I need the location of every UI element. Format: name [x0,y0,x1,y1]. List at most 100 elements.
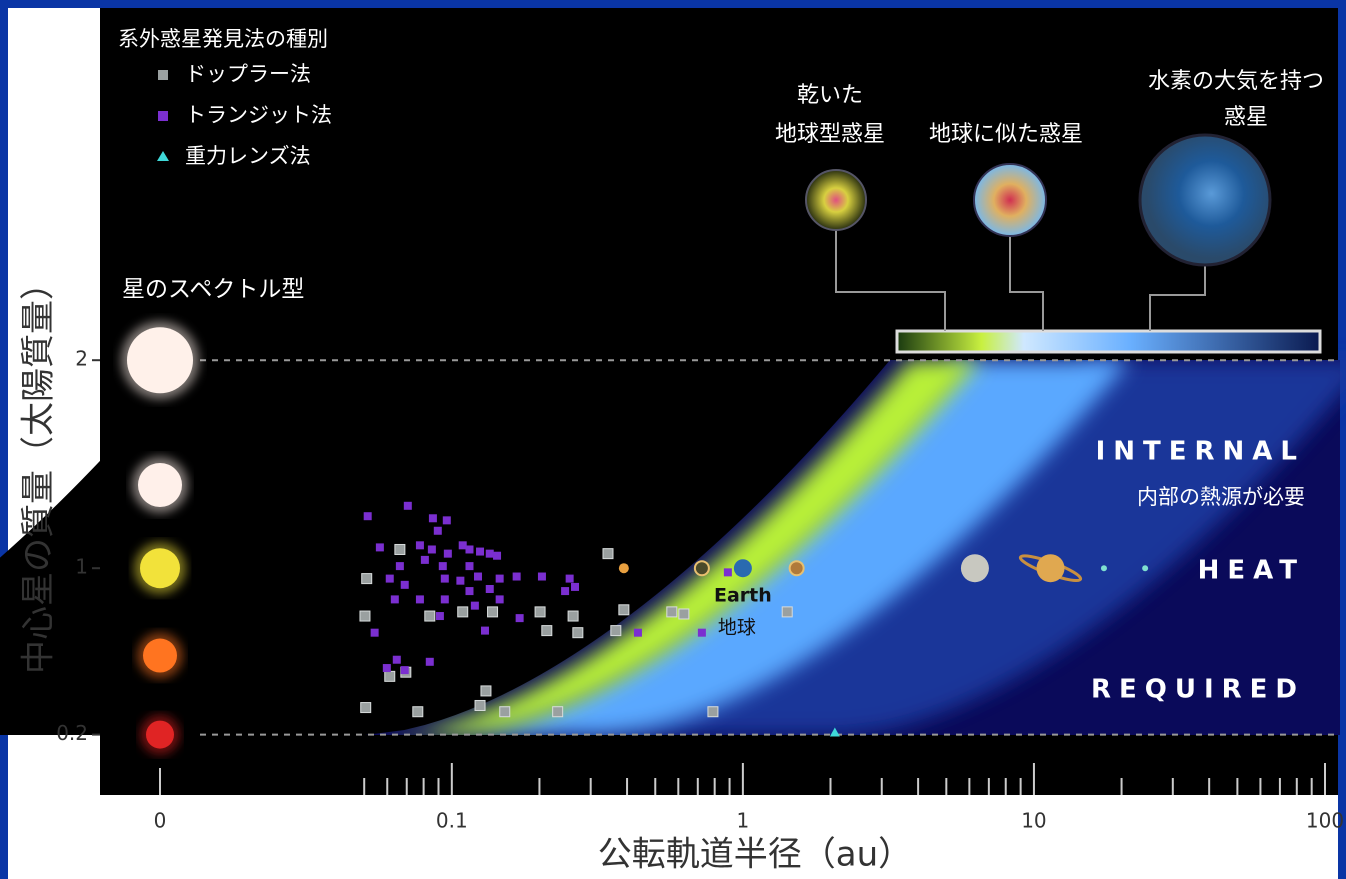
point [363,512,372,521]
planet [618,563,629,574]
point [427,545,436,554]
y-axis-label: 中心星の質量（太陽質量） [19,266,59,674]
point [515,614,524,623]
point [395,562,404,571]
y-tick-label: 1 [75,555,88,579]
point [433,526,442,535]
point [697,628,706,637]
point [428,514,437,523]
point [443,549,452,558]
point [781,606,793,618]
point [561,587,570,596]
annotation: 内部の熱源が必要 [1137,485,1305,509]
point [618,604,630,616]
point [457,606,469,618]
point [565,574,574,583]
point [723,568,732,577]
point [390,595,399,604]
point [707,706,719,718]
point [465,545,474,554]
point [400,580,409,589]
point [438,562,447,571]
point [480,685,492,697]
legend-marker [158,70,168,80]
point [440,574,449,583]
legend-marker [158,111,168,121]
y-tick-label: 2 [75,347,88,371]
star [143,638,177,673]
annotation: INTERNAL [1096,437,1305,467]
x-tick-label: 100 [1306,809,1344,833]
point [425,657,434,666]
earth-label: 地球 [718,617,756,639]
x-tick-label: 1 [737,809,750,833]
annotation: HEAT [1198,556,1305,586]
planet [733,559,752,578]
habitable-zone [0,8,1346,795]
point [394,543,406,555]
point [485,585,494,593]
point [359,610,371,622]
star [127,327,193,394]
point [487,606,499,618]
point [392,655,401,664]
point [474,699,486,711]
point [495,595,504,604]
planet [693,560,710,577]
connector [835,230,1206,331]
point [512,572,521,581]
point [382,664,391,673]
zone-label: 乾いた [797,83,863,108]
point [552,706,564,718]
point [829,727,840,737]
hydrogen-planet [1138,133,1272,267]
point [633,628,642,637]
point [375,543,384,552]
point [678,608,690,620]
zone-color-bar [895,329,1322,354]
zone-label: 惑星 [1224,105,1268,130]
legend-label: トランジット法 [185,103,332,127]
point [424,610,436,622]
y-tick-label: 0.2 [56,721,88,745]
earthlike-planet [973,163,1047,237]
legend-label: ドップラー法 [185,62,311,86]
planet [1100,565,1107,572]
point [495,574,504,583]
point [499,706,511,718]
x-tick-label: 10 [1021,809,1046,833]
point [465,562,474,571]
point [403,501,412,510]
series [829,727,840,737]
dry-planet [805,169,867,231]
point [400,666,409,675]
point [435,612,444,621]
zone-label: 地球に似た惑星 [929,122,1083,147]
point [610,625,622,637]
star [138,463,182,507]
point [384,670,396,682]
annotation: REQUIRED [1091,675,1305,705]
star [146,720,174,749]
legend-label: 重力レンズ法 [185,144,311,168]
earth-label: Earth [714,585,772,607]
point [480,626,489,635]
point [415,541,424,550]
point [361,573,373,585]
point [415,595,424,604]
zone-label: 地球型惑星 [775,122,885,147]
x-axis-label: 公転軌道半径（au） [598,835,912,875]
planet [1036,554,1065,583]
point [534,606,546,618]
point [385,574,394,583]
zone-band [565,360,1346,735]
point [440,595,449,604]
point [485,549,494,558]
point [567,610,579,622]
zone-clip [100,735,1338,795]
point [360,702,372,714]
point [370,628,379,637]
point [456,576,465,585]
